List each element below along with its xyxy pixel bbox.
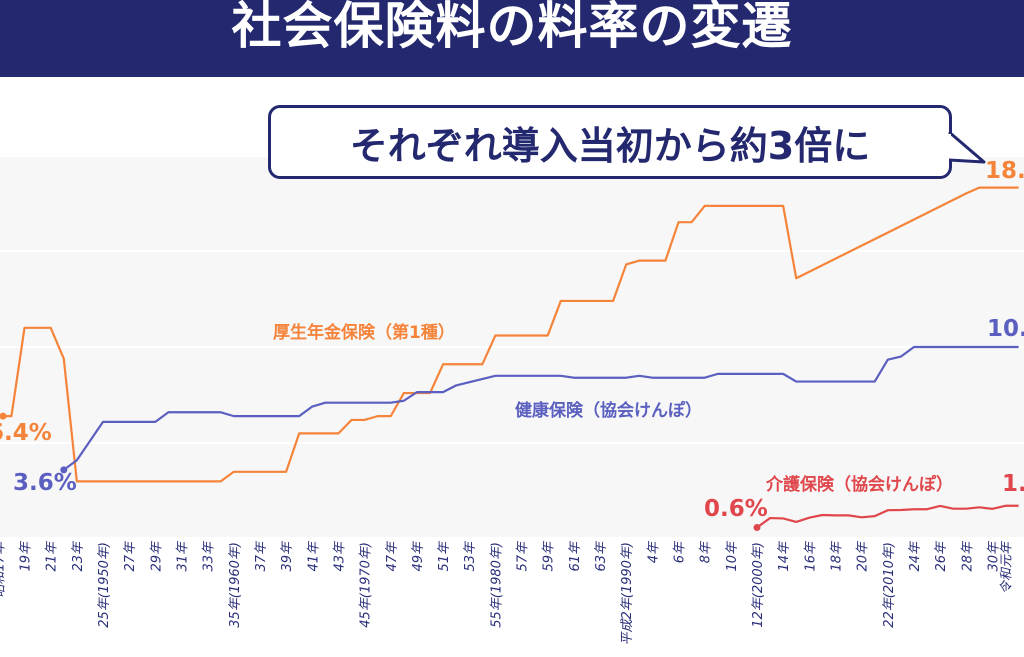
page-title: 社会保険料の料率の変遷 — [231, 0, 793, 55]
x-tick-label: 21年 — [45, 540, 60, 572]
health-series-name: 健康保険（協会けんぽ） — [515, 401, 702, 421]
care-start-point — [753, 523, 761, 531]
x-tick-label: 43年 — [332, 540, 347, 572]
x-tick-label: 18年 — [829, 540, 844, 572]
pension-start-point — [0, 412, 7, 420]
x-tick-label: 20年 — [856, 540, 871, 572]
x-tick-label: 10年 — [725, 540, 740, 572]
x-tick-label: 33年 — [202, 540, 217, 572]
care-start-label: 0.6% — [704, 496, 768, 522]
x-tick-label: 59年 — [542, 540, 557, 572]
x-tick-label: 31年 — [175, 540, 190, 572]
header-band: 社会保険料の料率の変遷 — [0, 0, 1024, 77]
x-tick-label: 12年(2000年) — [751, 542, 766, 628]
x-tick-label: 19年 — [19, 540, 34, 572]
x-tick-label: 51年 — [437, 540, 452, 572]
x-tick-label: 14年 — [777, 540, 792, 572]
pension-start-label: 6.4% — [0, 420, 52, 446]
x-tick-label: 29年 — [149, 540, 164, 572]
x-tick-label: 28年 — [960, 540, 975, 572]
x-tick-label: 30年 — [986, 540, 1001, 572]
x-tick-label: 4年 — [646, 540, 661, 563]
x-tick-label: 41年 — [306, 540, 321, 572]
x-tick-label: 53年 — [463, 540, 478, 572]
x-tick-label: 47年 — [385, 540, 400, 572]
health-end-label: 10. — [987, 316, 1024, 342]
x-tick-label: 49年 — [411, 540, 426, 572]
x-tick-label: 55年(1980年) — [489, 542, 504, 628]
x-tick-label: 45年(1970年) — [359, 542, 374, 628]
pension-line — [0, 186, 1019, 483]
x-tick-label: 22年(2010年) — [882, 542, 897, 628]
x-tick-label: 39年 — [280, 540, 295, 572]
x-tick-label: 24年 — [908, 540, 923, 572]
health-start-label: 3.6% — [13, 470, 77, 496]
health-start-point — [60, 466, 68, 474]
health-line — [63, 345, 1019, 471]
x-tick-label: 8年 — [699, 540, 714, 563]
x-tick-label: 16年 — [803, 540, 818, 572]
pension-series-name: 厚生年金保険（第1種） — [273, 323, 455, 343]
x-tick-label: 23年 — [71, 540, 86, 572]
pension-end-label: 18. — [985, 158, 1024, 184]
x-tick-label: 61年 — [568, 540, 583, 572]
callout-bubble: それぞれ導入当初から約3倍に — [268, 105, 952, 179]
x-tick-label: 63年 — [594, 540, 609, 572]
care-series-name: 介護保険（協会けんぽ） — [766, 475, 953, 495]
x-tick-label: 26年 — [934, 540, 949, 572]
x-tick-label: 35年(1960年) — [228, 542, 243, 628]
x-tick-label: 令和元年 — [1000, 540, 1015, 594]
x-tick-label: 平成2年(1990年) — [620, 542, 635, 646]
care-end-label: 1. — [1002, 471, 1024, 497]
x-tick-label: 37年 — [254, 540, 269, 572]
x-tick-label: 27年 — [123, 540, 138, 572]
callout-text: それぞれ導入当初から約3倍に — [349, 123, 871, 168]
x-tick-label: 57年 — [516, 540, 531, 572]
x-tick-label: 25年(1950年) — [97, 542, 112, 628]
x-tick-label: 6年 — [673, 540, 688, 563]
care-line — [756, 504, 1019, 529]
x-tick-label: 昭和17年 — [0, 540, 7, 598]
